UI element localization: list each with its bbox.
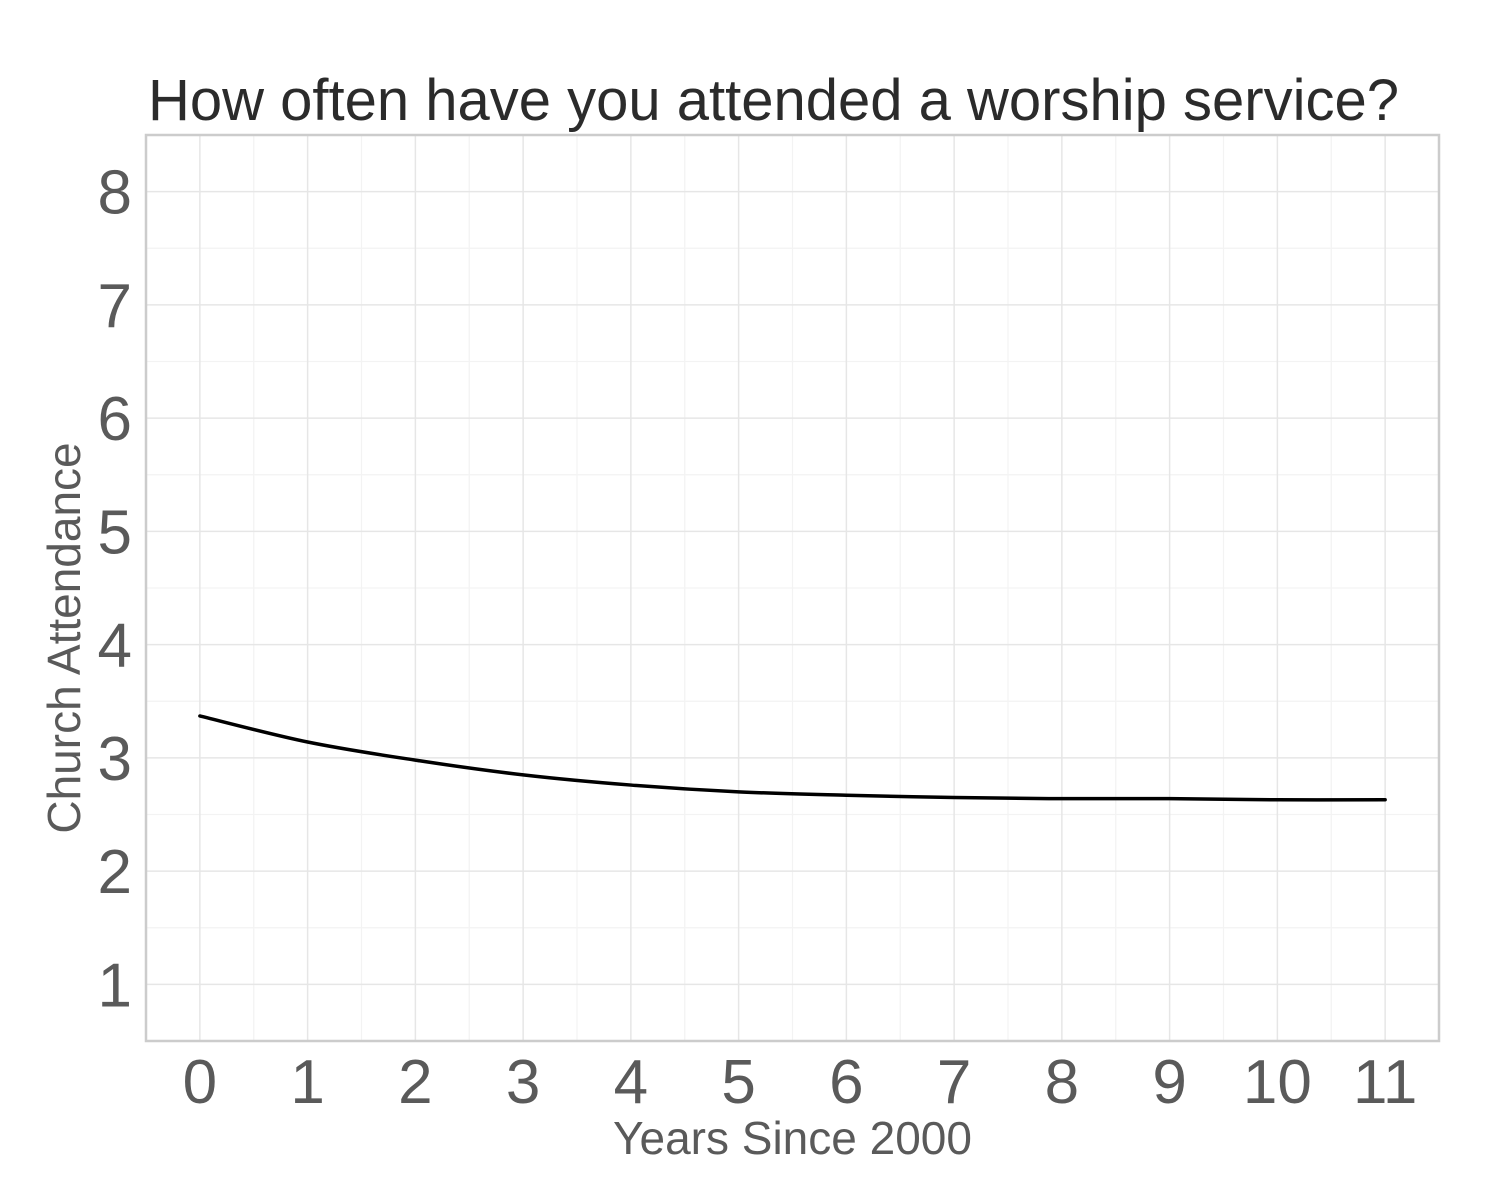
y-axis: 1 2 3 4 5 6 7 8 (98, 159, 132, 1021)
x-tick-label: 6 (829, 1048, 863, 1117)
x-tick-label: 10 (1243, 1048, 1312, 1117)
x-tick-label: 0 (183, 1048, 217, 1117)
x-tick-label: 7 (937, 1048, 971, 1117)
x-tick-label: 4 (614, 1048, 648, 1117)
x-tick-label: 2 (398, 1048, 432, 1117)
x-tick-label: 8 (1045, 1048, 1079, 1117)
x-tick-label: 9 (1152, 1048, 1186, 1117)
chart-title: How often have you attended a worship se… (148, 68, 1399, 133)
series-layer (198, 714, 1387, 802)
y-tick-label: 4 (98, 612, 132, 681)
x-tick-label: 5 (721, 1048, 755, 1117)
y-tick-label: 2 (98, 838, 132, 907)
y-tick-label: 6 (98, 385, 132, 454)
x-tick-label: 1 (290, 1048, 324, 1117)
x-axis-title: Years Since 2000 (613, 1112, 972, 1164)
plot-panel (144, 133, 1441, 1043)
y-tick-label: 7 (98, 272, 132, 341)
series-line (198, 714, 1387, 802)
x-axis: 0 1 2 3 4 5 6 7 8 9 10 11 (183, 1048, 1418, 1117)
y-tick-label: 3 (98, 725, 132, 794)
gridlines (146, 135, 1439, 1041)
y-tick-label: 5 (98, 498, 132, 567)
panel-border (144, 133, 1441, 1043)
x-tick-label: 3 (506, 1048, 540, 1117)
y-axis-title: Church Attendance (38, 442, 90, 833)
y-tick-label: 1 (98, 951, 132, 1020)
y-tick-label: 8 (98, 159, 132, 228)
x-tick-label: 11 (1353, 1048, 1417, 1117)
